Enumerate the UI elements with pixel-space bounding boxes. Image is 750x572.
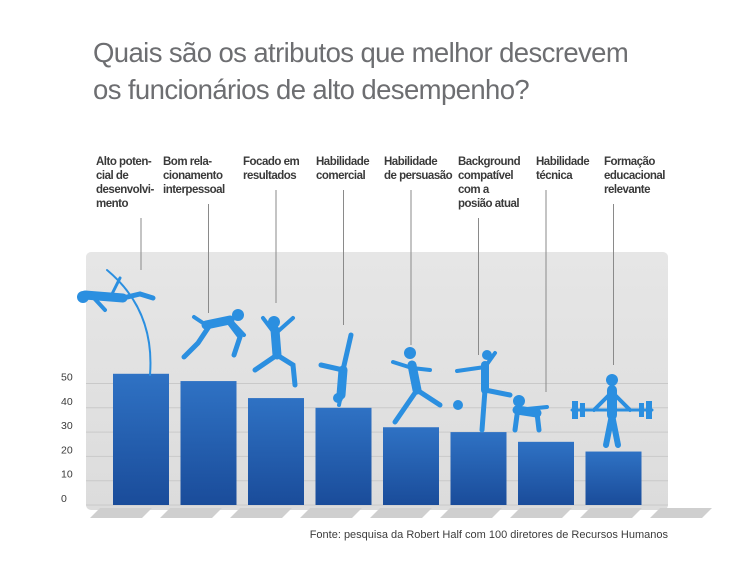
category-label: cial de	[96, 170, 128, 182]
floor-stripe	[650, 508, 712, 518]
category-label: Habilidade	[384, 156, 437, 168]
y-tick-label: 0	[61, 493, 67, 505]
bar-4	[315, 407, 372, 505]
category-label: interpessoal	[163, 184, 225, 196]
y-tick-label: 10	[61, 469, 73, 481]
chart-title: Quais são os atributos que melhor descre…	[93, 34, 713, 108]
category-label: cionamento	[163, 170, 223, 182]
floor-stripe	[510, 508, 572, 518]
category-label: posião atual	[458, 198, 519, 210]
category-label: com a	[458, 184, 490, 196]
chart-title-line-2: os funcionários de alto desempenho?	[93, 74, 530, 105]
y-tick-label: 50	[61, 372, 73, 384]
category-label: técnica	[536, 170, 573, 182]
category-label: mento	[96, 198, 128, 210]
sprinter-icon	[181, 309, 246, 360]
category-label: Formação	[604, 156, 655, 168]
source-note: Fonte: pesquisa da Robert Half com 100 d…	[309, 529, 668, 541]
ballet-dancer-icon	[455, 350, 513, 433]
chart-panel	[86, 252, 668, 510]
y-tick-label: 30	[61, 420, 73, 432]
floor-stripe	[300, 508, 362, 518]
bar-2	[180, 381, 237, 505]
bar-1	[113, 373, 169, 505]
category-label: relevante	[604, 184, 650, 196]
category-label: resultados	[243, 170, 296, 182]
jumper-icon	[252, 316, 298, 388]
bar-3	[248, 398, 304, 505]
category-label: Bom rela-	[163, 156, 212, 168]
category-label: Alto poten-	[96, 156, 152, 168]
category-label: desenvolvi-	[96, 184, 154, 196]
floor-stripe	[160, 508, 222, 518]
floor-stripe	[580, 508, 642, 518]
crouching-skier-icon	[512, 395, 549, 433]
y-tick-label: 20	[61, 444, 73, 456]
category-label: comercial	[316, 170, 366, 182]
category-label: Focado em	[243, 156, 299, 168]
category-label: Habilidade	[536, 156, 589, 168]
floor-stripe	[230, 508, 292, 518]
category-label: de persuasão	[384, 170, 453, 182]
category-label: Habilidade	[316, 156, 369, 168]
floor-stripe	[440, 508, 502, 518]
weightlifter-icon	[570, 374, 654, 448]
pole-vaulter-icon	[77, 269, 156, 376]
category-label: Background	[458, 156, 521, 168]
handstand-gymnast-icon	[318, 332, 354, 407]
category-label: compatível	[458, 170, 513, 182]
category-label: educacional	[604, 170, 665, 182]
bar-8	[585, 451, 642, 505]
soccer-kicker-icon	[391, 347, 463, 425]
y-tick-label: 40	[61, 396, 73, 408]
bar-6	[450, 432, 507, 505]
bar-7	[518, 441, 574, 505]
bar-5	[383, 427, 439, 505]
chart-title-line-1: Quais são os atributos que melhor descre…	[93, 37, 629, 68]
floor-stripe	[90, 508, 152, 518]
floor-stripe	[370, 508, 432, 518]
